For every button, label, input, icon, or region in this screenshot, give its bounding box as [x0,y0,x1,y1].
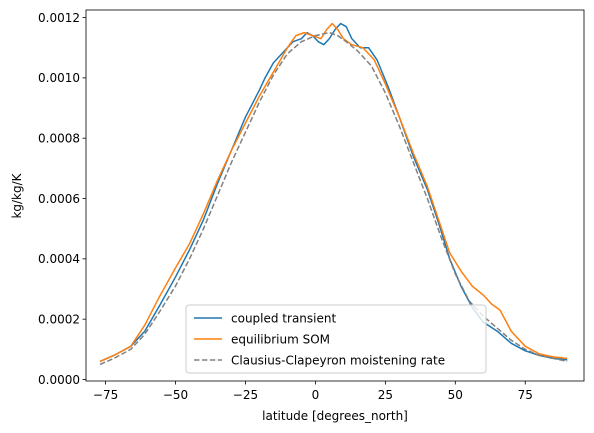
y-tick-label: 0.0004 [38,252,80,266]
x-axis-label: latitude [degrees_north] [262,409,408,423]
y-axis-label: kg/kg/K [10,172,24,218]
plot-frame [85,9,585,382]
x-tick-label: 25 [378,388,393,402]
x-tick-label: −25 [233,388,258,402]
series-line-3 [99,31,568,366]
series-line-2 [99,22,568,363]
y-tick-label: 0.0006 [38,192,80,206]
x-tick-label: 75 [518,388,533,402]
legend: coupled transient equilibrium SOM Clausius… [185,304,487,374]
x-tick-label: −75 [93,388,118,402]
legend-label-2: equilibrium SOM [231,332,330,346]
y-tick-label: 0.0012 [38,11,80,25]
x-axis: −75 −50 −25 0 25 50 75 [93,381,533,402]
legend-box [185,304,487,374]
y-tick-label: 0.0002 [38,312,80,326]
x-tick-label: 0 [312,388,320,402]
y-tick-label: 0.0010 [38,71,80,85]
x-tick-label: −50 [163,388,188,402]
y-axis: 0.0000 0.0002 0.0004 0.0006 0.0008 0.0010 0.00… [38,11,86,387]
y-tick-label: 0.0000 [38,373,80,387]
y-tick-label: 0.0008 [38,131,80,145]
legend-label-1: coupled transient [231,311,336,325]
legend-label-3: Clausius-Clapeyron moistening rate [231,353,445,367]
x-tick-label: 50 [448,388,463,402]
series-layer [99,22,568,366]
